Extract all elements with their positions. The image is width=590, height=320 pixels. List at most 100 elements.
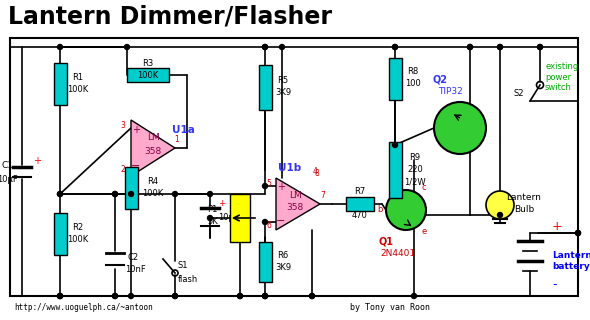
Text: 6: 6 [266, 220, 271, 229]
Text: S1: S1 [178, 261, 188, 270]
Circle shape [411, 293, 417, 299]
Text: 100K: 100K [142, 189, 163, 198]
Circle shape [208, 191, 212, 196]
Text: U1a: U1a [172, 125, 195, 135]
Text: R9: R9 [409, 154, 421, 163]
Text: Lantern Dimmer/Flasher: Lantern Dimmer/Flasher [8, 4, 332, 28]
Text: 7: 7 [320, 191, 326, 201]
Text: 3: 3 [120, 122, 125, 131]
Text: +: + [552, 220, 563, 234]
Text: +: + [277, 182, 285, 192]
Text: R2: R2 [73, 222, 84, 231]
Text: C1: C1 [1, 161, 13, 170]
Bar [388, 142, 402, 198]
Circle shape [113, 293, 117, 299]
Circle shape [434, 102, 486, 154]
Bar [346, 197, 374, 211]
Bar [54, 213, 67, 255]
Circle shape [57, 293, 63, 299]
Circle shape [497, 44, 503, 50]
Text: 5K: 5K [207, 218, 218, 227]
Text: +: + [33, 156, 41, 166]
Circle shape [57, 293, 63, 299]
Text: 3K9: 3K9 [275, 262, 291, 271]
Circle shape [238, 293, 242, 299]
Text: 3K9: 3K9 [275, 88, 291, 97]
Circle shape [113, 191, 117, 196]
Text: Lantern
battery: Lantern battery [552, 251, 590, 271]
Text: C2: C2 [127, 252, 139, 261]
Circle shape [497, 212, 503, 218]
Circle shape [575, 230, 581, 236]
Text: TIP32: TIP32 [438, 86, 463, 95]
Text: U1b: U1b [278, 163, 301, 173]
Text: 100K: 100K [137, 71, 159, 81]
Text: b: b [378, 205, 383, 214]
Circle shape [172, 191, 178, 196]
Bar [124, 167, 137, 209]
Text: 358: 358 [286, 204, 304, 212]
Text: 470: 470 [352, 211, 368, 220]
Text: 1: 1 [175, 135, 179, 145]
Circle shape [497, 44, 503, 50]
Circle shape [537, 44, 542, 50]
Text: 8: 8 [314, 169, 319, 178]
Text: LM: LM [147, 133, 159, 142]
Text: −: − [132, 161, 140, 171]
Text: -: - [552, 278, 556, 292]
Text: +: + [132, 125, 140, 135]
Circle shape [486, 191, 514, 219]
Text: R5: R5 [277, 76, 289, 85]
Circle shape [263, 293, 267, 299]
Polygon shape [276, 178, 320, 230]
Text: Q2: Q2 [432, 75, 447, 85]
Text: 100K: 100K [67, 235, 88, 244]
Circle shape [263, 44, 267, 50]
Circle shape [129, 191, 133, 196]
Text: 358: 358 [145, 147, 162, 156]
Circle shape [238, 293, 242, 299]
Text: P1: P1 [208, 205, 218, 214]
Circle shape [263, 293, 267, 299]
Bar [258, 242, 271, 282]
Text: Q1: Q1 [379, 237, 394, 247]
Text: 10nF: 10nF [124, 265, 145, 274]
Text: http://www.uoguelph.ca/~antoon: http://www.uoguelph.ca/~antoon [14, 303, 153, 313]
Text: 5: 5 [266, 179, 271, 188]
Circle shape [57, 191, 63, 196]
Text: e: e [421, 228, 427, 236]
Bar [127, 68, 169, 82]
Circle shape [392, 44, 398, 50]
Circle shape [392, 44, 398, 50]
Circle shape [172, 293, 178, 299]
Circle shape [113, 293, 117, 299]
Text: by Tony van Roon: by Tony van Roon [350, 303, 430, 313]
Circle shape [263, 220, 267, 225]
Text: 1/2W: 1/2W [404, 178, 426, 187]
Circle shape [575, 230, 581, 236]
Text: 220: 220 [407, 165, 423, 174]
Circle shape [57, 191, 63, 196]
Text: Lantern: Lantern [507, 194, 542, 203]
Text: 2N4401: 2N4401 [381, 249, 415, 258]
Text: 2: 2 [120, 165, 125, 174]
Circle shape [172, 293, 178, 299]
Text: R1: R1 [73, 73, 84, 82]
Text: R7: R7 [355, 188, 366, 196]
Text: R3: R3 [142, 59, 153, 68]
Text: flash: flash [178, 275, 198, 284]
Circle shape [392, 142, 398, 148]
Circle shape [263, 293, 267, 299]
Circle shape [263, 44, 267, 50]
Text: Bulb: Bulb [514, 205, 534, 214]
Circle shape [124, 44, 129, 50]
Bar [258, 65, 271, 110]
Text: R4: R4 [148, 178, 159, 187]
Circle shape [467, 44, 473, 50]
Text: +: + [218, 198, 225, 207]
Circle shape [280, 44, 284, 50]
Text: existing
power
switch: existing power switch [545, 62, 578, 92]
Bar [388, 58, 402, 100]
Circle shape [467, 44, 473, 50]
Circle shape [113, 191, 117, 196]
